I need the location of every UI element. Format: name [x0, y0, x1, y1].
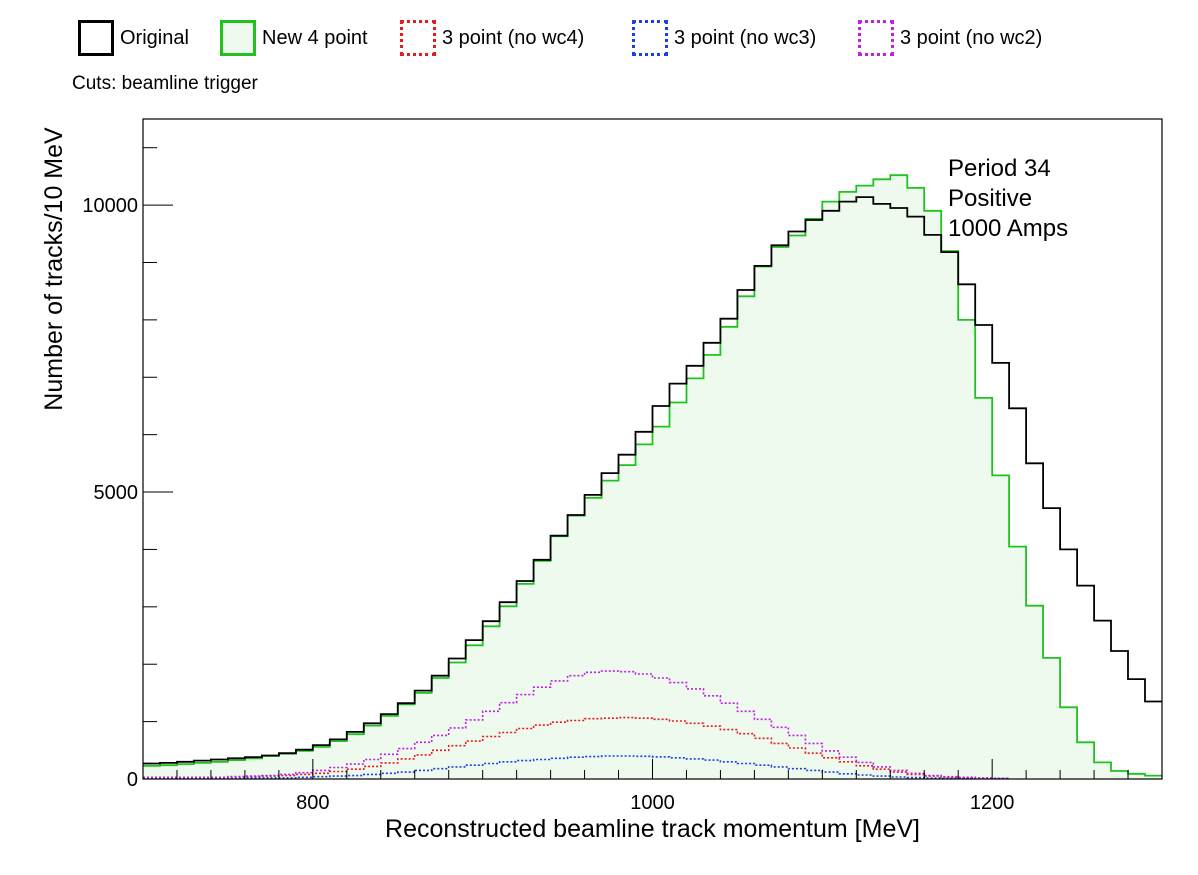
legend-item-original: Original	[78, 18, 189, 58]
legend-swatch-new-4-point	[220, 20, 256, 56]
legend-label-new-4-point: New 4 point	[262, 26, 368, 49]
annotation-line-polarity: Positive	[948, 185, 1033, 212]
series-line-3-point-no-wc4	[143, 716, 1010, 780]
legend-swatch-3-point-no-wc3	[632, 20, 668, 56]
x-axis-ticks: 800 1000 1200	[176, 759, 1129, 814]
y-tick-label-10000: 10000	[82, 195, 138, 217]
x-tick-label-1200: 1200	[970, 792, 1015, 814]
legend-swatch-original	[78, 20, 114, 56]
x-tick-label-800: 800	[296, 792, 329, 814]
legend-label-3-point-no-wc3: 3 point (no wc3)	[674, 26, 817, 49]
legend-swatch-3-point-no-wc2	[858, 20, 894, 56]
legend-item-3-point-no-wc3: 3 point (no wc3)	[632, 18, 816, 58]
legend-item-new-4-point: New 4 point	[220, 18, 368, 58]
series-line-3-point-no-wc2	[143, 670, 1010, 780]
legend-label-3-point-no-wc4: 3 point (no wc4)	[442, 26, 585, 49]
legend-item-3-point-no-wc4: 3 point (no wc4)	[400, 18, 584, 58]
series-fill-new-4-point	[143, 175, 1162, 779]
y-tick-label-5000: 5000	[94, 482, 139, 504]
y-axis-label: Number of tracks/10 MeV	[40, 127, 68, 411]
annotation-line-current: 1000 Amps	[948, 215, 1069, 242]
legend-item-3-point-no-wc2: 3 point (no wc2)	[858, 18, 1042, 58]
annotation-line-period: Period 34	[948, 155, 1051, 182]
x-axis-label: Reconstructed beamline track momentum [M…	[385, 815, 920, 843]
histogram-fills	[143, 175, 1162, 779]
legend-label-3-point-no-wc2: 3 point (no wc2)	[900, 26, 1043, 49]
cuts-label: Cuts: beamline trigger	[72, 73, 258, 94]
y-axis-ticks: 0 5000 10000	[82, 147, 173, 791]
y-tick-label-0: 0	[127, 769, 138, 791]
run-annotation: Period 34 Positive 1000 Amps	[948, 154, 1068, 244]
legend-swatch-3-point-no-wc4	[400, 20, 436, 56]
legend-label-original: Original	[120, 26, 189, 49]
x-tick-label-1000: 1000	[630, 792, 675, 814]
series-line-original	[143, 196, 1162, 765]
